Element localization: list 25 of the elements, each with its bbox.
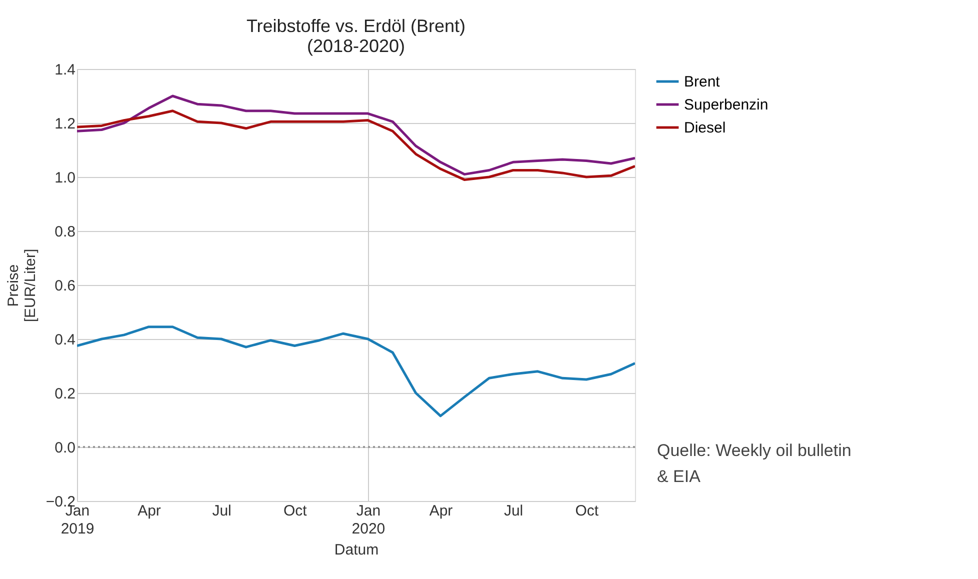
y-tick-label: 0.4 xyxy=(54,332,76,348)
legend-label: Superbenzin xyxy=(684,96,768,114)
y-axis-title: Preise [EUR/Liter] xyxy=(4,248,39,322)
x-tick-label: Oct xyxy=(575,502,600,520)
y-tick-label: 1.0 xyxy=(54,170,76,186)
y-tick-label: 0.8 xyxy=(54,224,76,240)
x-tick-label: Jul xyxy=(504,502,524,520)
legend-label: Diesel xyxy=(684,120,726,136)
chart-title: Treibstoffe vs. Erdöl (Brent) (2018-2020) xyxy=(246,16,466,56)
y-tick-label: 0.0 xyxy=(54,440,76,456)
line-series xyxy=(77,110,635,181)
y-tick-label: 1.2 xyxy=(54,116,76,132)
x-tick-label: Oct xyxy=(283,502,308,520)
x-tick-label: Apr xyxy=(429,502,453,520)
line-series xyxy=(77,94,635,176)
x-axis-title: Datum xyxy=(334,542,379,558)
y-tick-label: 0.6 xyxy=(54,278,76,294)
legend-label: Brent xyxy=(684,74,721,90)
x-tick-label: Apr xyxy=(138,502,161,520)
x-tick-label: Jan 2020 xyxy=(352,502,386,538)
y-tick-label: 1.4 xyxy=(54,62,76,78)
line-series xyxy=(77,326,635,418)
source-note: Quelle: Weekly oil bulletin & EIA xyxy=(657,441,852,486)
x-tick-label: Jul xyxy=(212,502,232,520)
y-tick-label: 0.2 xyxy=(54,386,76,402)
